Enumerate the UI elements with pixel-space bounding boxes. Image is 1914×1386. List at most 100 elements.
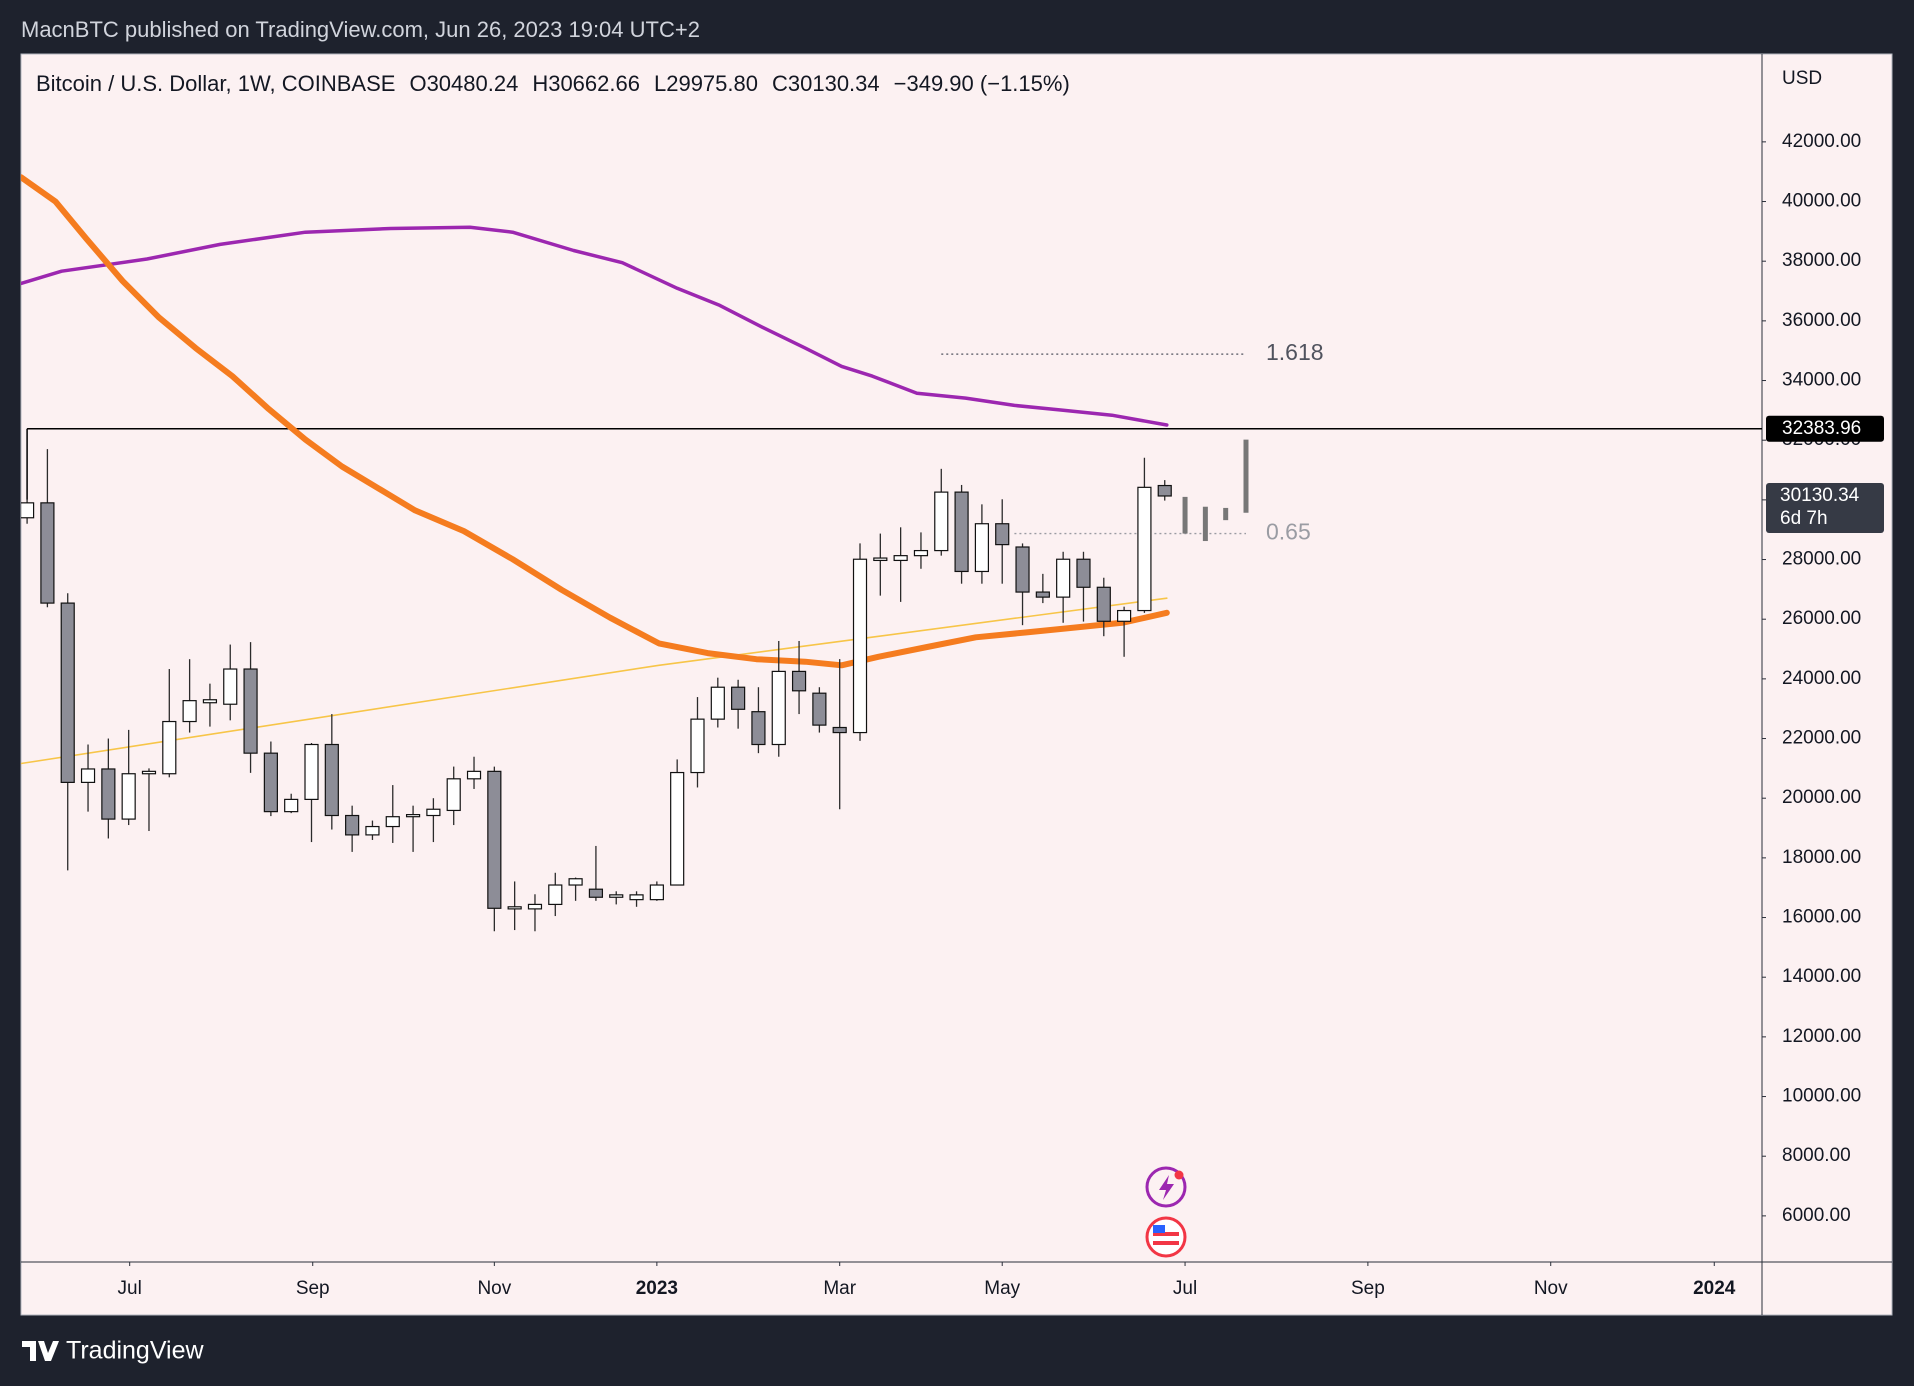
flag-stripe xyxy=(1153,1232,1179,1236)
y-tick-label: 22000.00 xyxy=(1782,728,1861,749)
candle-body xyxy=(304,743,319,800)
candle-body xyxy=(649,884,664,901)
candle-body xyxy=(223,668,238,705)
fib-label: 1.618 xyxy=(1266,339,1324,365)
economic-event-icon[interactable] xyxy=(1145,1216,1187,1258)
brand-name[interactable]: TradingView xyxy=(66,1337,205,1365)
y-tick-label: 10000.00 xyxy=(1782,1086,1861,1107)
candle-body xyxy=(507,906,522,910)
candle-body xyxy=(1157,484,1172,497)
moving-average xyxy=(21,597,1168,765)
lightning-icon xyxy=(1159,1175,1174,1200)
candle-body xyxy=(995,523,1010,546)
flag-stripe xyxy=(1153,1241,1179,1245)
high-label: H30662.66 xyxy=(532,71,640,96)
x-tick-label: Nov xyxy=(1534,1278,1568,1299)
y-tick-label: 24000.00 xyxy=(1782,668,1861,689)
y-tick-label: 42000.00 xyxy=(1782,131,1861,152)
candle-body xyxy=(974,523,990,573)
y-tick-label: 34000.00 xyxy=(1782,370,1861,391)
chart-panel xyxy=(20,53,1893,1316)
y-axis-label: USD xyxy=(1782,68,1822,89)
moving-average xyxy=(21,225,1169,427)
candle-body xyxy=(202,699,218,704)
candle-body xyxy=(812,692,827,726)
legend: Bitcoin / U.S. Dollar, 1W, COINBASE O3048… xyxy=(36,71,1070,96)
candle-body xyxy=(1137,486,1152,612)
candle-body xyxy=(913,549,929,557)
candle-body xyxy=(40,502,55,604)
symbol: Bitcoin / U.S. Dollar, 1W, COINBASE xyxy=(36,71,395,96)
event-dot xyxy=(1174,1170,1184,1180)
x-tick-label: May xyxy=(984,1278,1020,1299)
candle-body xyxy=(446,778,461,812)
y-tick-label: 36000.00 xyxy=(1782,310,1861,331)
x-tick-label: Jul xyxy=(1173,1278,1197,1299)
candle-body xyxy=(324,743,339,817)
x-tick-label: Nov xyxy=(477,1278,511,1299)
y-tick-label: 40000.00 xyxy=(1782,191,1861,212)
candle-body xyxy=(609,894,624,898)
close-label: C30130.34 xyxy=(772,71,880,96)
candle-body xyxy=(791,670,807,692)
y-tick-label: 12000.00 xyxy=(1782,1026,1861,1047)
last-price-box xyxy=(1766,482,1884,533)
candle-body xyxy=(690,718,705,774)
candle-body xyxy=(1096,586,1111,622)
flag-canton xyxy=(1153,1225,1165,1233)
fib-label: 0.65 xyxy=(1266,519,1311,545)
y-tick-label: 28000.00 xyxy=(1782,549,1861,570)
candle-body xyxy=(487,770,502,909)
candle-body xyxy=(60,602,75,783)
candle-body xyxy=(426,808,441,817)
x-tick-label: Sep xyxy=(296,1278,330,1299)
brand-logo[interactable] xyxy=(22,1341,59,1361)
x-tick-label: Jul xyxy=(118,1278,142,1299)
change-label: −349.90 (−1.15%) xyxy=(894,71,1070,96)
x-tick-label: Sep xyxy=(1351,1278,1385,1299)
y-tick-label: 18000.00 xyxy=(1782,847,1861,868)
candle-body xyxy=(21,502,35,519)
y-tick-label: 16000.00 xyxy=(1782,907,1861,928)
y-tick-label: 8000.00 xyxy=(1782,1145,1851,1166)
candle-body xyxy=(832,726,847,734)
candle-body xyxy=(548,884,563,906)
hline-price-box xyxy=(1766,415,1884,442)
candle-body xyxy=(101,768,116,820)
low-label: L29975.80 xyxy=(654,71,758,96)
candle-body xyxy=(588,888,604,898)
candle-body xyxy=(263,752,278,813)
candle-body xyxy=(954,491,969,573)
candle-body xyxy=(751,711,766,746)
candle-body xyxy=(345,814,360,836)
candle-body xyxy=(162,720,177,775)
candle-body xyxy=(243,668,258,754)
x-tick-label: Mar xyxy=(823,1278,856,1299)
candle-body xyxy=(385,816,400,828)
candle-body xyxy=(629,894,644,901)
y-tick-label: 26000.00 xyxy=(1782,608,1861,629)
candle-body xyxy=(1076,558,1091,588)
candle-body xyxy=(466,770,482,780)
x-tick-label: 2024 xyxy=(1693,1278,1736,1299)
candle-body xyxy=(873,557,888,562)
candle-body xyxy=(141,770,157,775)
y-tick-label: 14000.00 xyxy=(1782,966,1861,987)
countdown-label: 6d 7h xyxy=(1780,508,1828,529)
candle-body xyxy=(405,814,421,818)
candle-body xyxy=(182,700,197,723)
candle-body xyxy=(80,768,96,783)
candle-body xyxy=(934,491,949,552)
plot: 1.618 0.65 xyxy=(21,174,1762,932)
candle-body xyxy=(121,773,136,820)
candle-body xyxy=(852,558,868,734)
candle-body xyxy=(1035,591,1050,598)
candle-body xyxy=(771,670,786,746)
candle-body xyxy=(1015,546,1030,593)
last-price-label: 30130.34 xyxy=(1780,485,1860,506)
candle-body xyxy=(284,798,299,813)
candle-body xyxy=(568,878,583,886)
candle-body xyxy=(365,825,380,836)
